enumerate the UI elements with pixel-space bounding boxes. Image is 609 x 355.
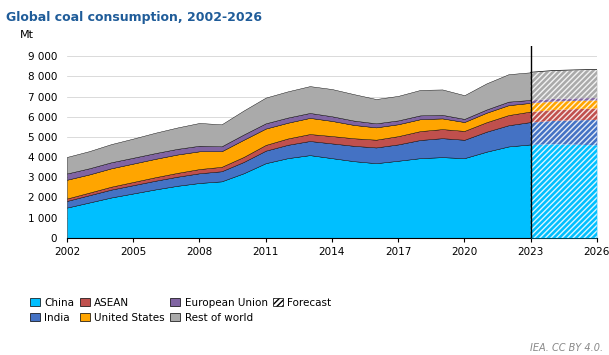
Y-axis label: Mt: Mt bbox=[20, 31, 34, 40]
Text: Global coal consumption, 2002-2026: Global coal consumption, 2002-2026 bbox=[6, 11, 262, 24]
Text: IEA. CC BY 4.0.: IEA. CC BY 4.0. bbox=[530, 343, 603, 353]
Legend: China, India, ASEAN, United States, European Union, Rest of world, Forecast: China, India, ASEAN, United States, Euro… bbox=[30, 297, 331, 323]
